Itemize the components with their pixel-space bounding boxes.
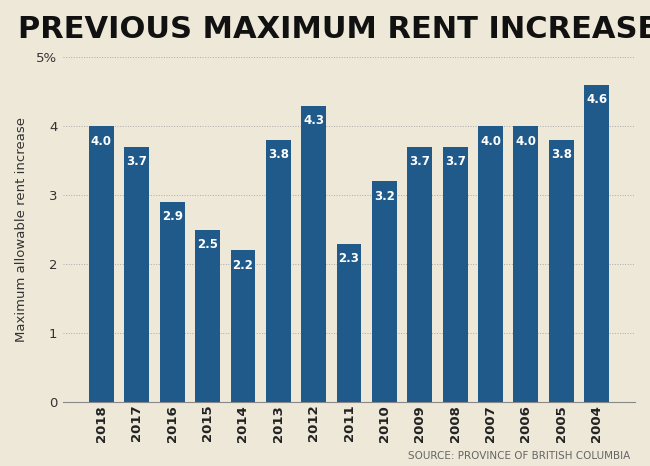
Text: 2.9: 2.9 xyxy=(162,211,183,223)
Text: 4.0: 4.0 xyxy=(480,135,501,148)
Text: 2.5: 2.5 xyxy=(197,238,218,251)
Text: 2.2: 2.2 xyxy=(233,259,254,272)
Bar xyxy=(89,126,114,402)
Title: PREVIOUS MAXIMUM RENT INCREASES: PREVIOUS MAXIMUM RENT INCREASES xyxy=(18,15,650,44)
Text: 4.6: 4.6 xyxy=(586,93,607,106)
Text: 3.8: 3.8 xyxy=(551,148,572,161)
Bar xyxy=(584,85,609,402)
Text: 3.7: 3.7 xyxy=(410,155,430,168)
Text: 2.3: 2.3 xyxy=(339,252,359,265)
Y-axis label: Maximum allowable rent increase: Maximum allowable rent increase xyxy=(15,117,28,342)
Text: 3.2: 3.2 xyxy=(374,190,395,203)
Text: 4.3: 4.3 xyxy=(303,114,324,127)
Text: SOURCE: PROVINCE OF BRITISH COLUMBIA: SOURCE: PROVINCE OF BRITISH COLUMBIA xyxy=(408,452,630,461)
Bar xyxy=(372,181,396,402)
Text: 3.7: 3.7 xyxy=(126,155,147,168)
Bar xyxy=(408,147,432,402)
Text: 3.7: 3.7 xyxy=(445,155,465,168)
Bar xyxy=(231,250,255,402)
Bar xyxy=(549,140,574,402)
Text: 4.0: 4.0 xyxy=(91,135,112,148)
Bar xyxy=(195,230,220,402)
Bar xyxy=(266,140,291,402)
Text: 4.0: 4.0 xyxy=(515,135,536,148)
Bar xyxy=(478,126,503,402)
Bar xyxy=(301,106,326,402)
Bar xyxy=(337,244,361,402)
Text: 3.8: 3.8 xyxy=(268,148,289,161)
Bar xyxy=(124,147,149,402)
Bar xyxy=(443,147,467,402)
Bar xyxy=(514,126,538,402)
Bar xyxy=(160,202,185,402)
